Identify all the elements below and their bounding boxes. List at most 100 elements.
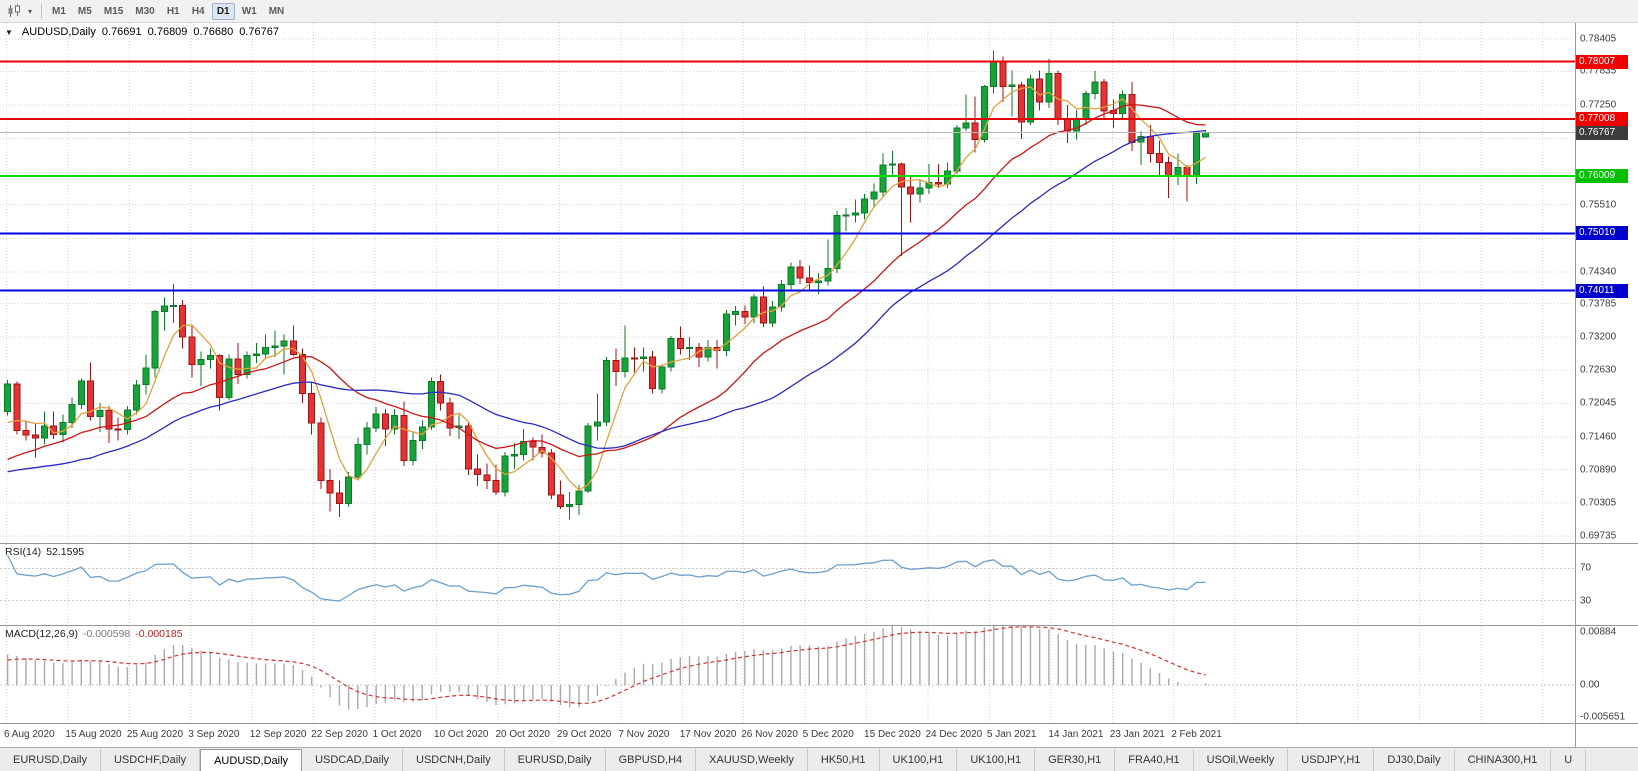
macd-indicator-label: MACD(12,26,9) -0.000598 -0.000185 [5,628,183,640]
chart-tab-6-gbpusd-h4[interactable]: GBPUSD,H4 [605,749,697,771]
price-axis-badge: 0.78007 [1576,54,1628,69]
chart-area: ▼ AUDUSD,Daily 0.76691 0.76809 0.76680 0… [0,23,1638,747]
price-axis-label: 0.70890 [1580,464,1617,476]
date-axis-label: 2 Feb 2021 [1171,729,1222,740]
timeframe-button-mn[interactable]: MN [268,5,285,17]
chart-tab-15-dj30-daily[interactable]: DJ30,Daily [1374,749,1455,771]
axis-divider [1575,23,1576,747]
toolbar-separator [41,3,42,19]
main-price-pane: ▼ AUDUSD,Daily 0.76691 0.76809 0.76680 0… [0,23,1638,543]
macd-chart-canvas [0,626,1576,723]
date-axis-label: 20 Oct 2020 [495,729,550,740]
date-axis-label: 23 Jan 2021 [1109,729,1165,740]
chart-tab-0-eurusd-daily[interactable]: EURUSD,Daily [0,749,101,771]
chart-tab-11-ger30-h1[interactable]: GER30,H1 [1035,749,1116,771]
price-axis-badge: 0.76009 [1576,169,1628,184]
timeframe-button-h4[interactable]: H4 [191,5,205,17]
chart-tab-5-eurusd-daily[interactable]: EURUSD,Daily [504,749,606,771]
rsi-name: RSI(14) [5,546,42,558]
chart-tab-10-uk100-h1[interactable]: UK100,H1 [957,749,1036,771]
macd-plot-area[interactable]: MACD(12,26,9) -0.000598 -0.000185 [0,626,1576,723]
date-axis-label: 25 Aug 2020 [126,729,184,740]
price-axis-badge: 0.74011 [1576,283,1628,298]
rsi-level-label: 30 [1580,595,1592,607]
rsi-plot-area[interactable]: RSI(14) 52.1595 [0,544,1576,625]
symbol-label: AUDUSD,Daily [21,26,96,38]
date-axis-label: 14 Jan 2021 [1048,729,1104,740]
date-axis-label: 17 Nov 2020 [679,729,737,740]
price-axis[interactable]: 0.78405 0.77835 0.77250 0.75510 0.74340 0.737… [1576,23,1638,543]
timeframe-button-d1[interactable]: D1 [211,2,235,20]
chart-tab-14-usdjpy-h1[interactable]: USDJPY,H1 [1288,749,1375,771]
chart-type-icon[interactable] [4,2,24,20]
date-axis-label: 15 Dec 2020 [864,729,921,740]
price-axis-label: 0.73785 [1580,298,1617,310]
date-axis-label: 10 Oct 2020 [434,729,489,740]
timeframe-button-m5[interactable]: M5 [77,5,92,17]
date-axis-label: 1 Oct 2020 [372,729,422,740]
timeframe-button-m15[interactable]: M15 [103,5,124,17]
date-axis-label: 5 Dec 2020 [802,729,854,740]
chart-tab-1-usdchf-daily[interactable]: USDCHF,Daily [100,749,201,771]
price-axis-label: 0.71460 [1580,431,1617,443]
collapse-caret-icon[interactable]: ▼ [5,27,13,37]
price-axis-badge: 0.75010 [1576,226,1628,241]
macd-main-value: -0.000598 [82,628,131,640]
chart-tab-9-uk100-h1[interactable]: UK100,H1 [879,749,958,771]
price-axis-label: 0.72045 [1580,397,1617,409]
timeframe-toolbar: ▾ M1 M5 M15 M30 H1 H4 D1 W1 MN [0,0,1638,23]
chart-tab-17-u[interactable]: U [1551,749,1587,771]
timeframe-button-w1[interactable]: W1 [241,5,257,17]
macd-axis-label: 0.00884 [1580,626,1617,638]
macd-axis-label: -0.005651 [1580,711,1626,723]
chart-type-caret-icon[interactable]: ▾ [27,6,32,16]
chart-tab-7-xauusd-weekly[interactable]: XAUUSD,Weekly [696,749,808,771]
open-value: 0.76691 [101,26,142,38]
date-axis-label: 29 Oct 2020 [556,729,612,740]
price-axis-label: 0.78405 [1580,33,1617,45]
price-axis-label: 0.69735 [1580,530,1617,542]
macd-name: MACD(12,26,9) [5,628,78,640]
date-axis-label: 3 Sep 2020 [188,729,240,740]
candlestick-icon-glyph [8,4,20,17]
time-axis[interactable]: 6 Aug 2020 15 Aug 2020 25 Aug 2020 3 Sep 20… [0,723,1638,747]
price-axis-label: 0.77835 [1580,65,1617,77]
price-axis-badge: 0.77008 [1576,111,1628,126]
chart-tab-2-audusd-daily[interactable]: AUDUSD,Daily [200,749,303,771]
date-axis-label: 22 Sep 2020 [311,729,368,740]
chart-tab-4-usdcnh-daily[interactable]: USDCNH,Daily [403,749,505,771]
macd-indicator-pane: MACD(12,26,9) -0.000598 -0.000185 0.00884 0… [0,625,1638,723]
date-axis-label: 15 Aug 2020 [65,729,122,740]
rsi-indicator-pane: RSI(14) 52.1595 70 30 [0,543,1638,625]
date-axis-label: 26 Nov 2020 [741,729,798,740]
timeframe-button-m30[interactable]: M30 [135,5,155,17]
date-axis-label: 12 Sep 2020 [249,729,307,740]
timeframe-buttons: M1 M5 M15 M30 H1 H4 D1 W1 MN [47,2,289,20]
chart-tab-8-hk50-h1[interactable]: HK50,H1 [807,749,880,771]
chart-tab-13-usoil-weekly[interactable]: USOil,Weekly [1193,749,1289,771]
chart-tab-12-fra40-h1[interactable]: FRA40,H1 [1115,749,1194,771]
price-axis-badge: 0.76767 [1576,125,1628,140]
price-axis-label: 0.72630 [1580,364,1617,376]
low-value: 0.76680 [193,26,234,38]
price-axis-label: 0.77250 [1580,99,1617,111]
chart-tab-3-usdcad-daily[interactable]: USDCAD,Daily [302,749,404,771]
macd-signal-value: -0.000185 [135,628,183,640]
close-value: 0.76767 [239,26,279,38]
chart-ohlc-header: ▼ AUDUSD,Daily 0.76691 0.76809 0.76680 0… [5,26,279,38]
rsi-axis[interactable]: 70 30 [1576,544,1638,625]
timeframe-button-h1[interactable]: H1 [166,5,180,17]
chart-tab-16-china300-h1[interactable]: CHINA300,H1 [1454,749,1552,771]
candlestick-chart-canvas [0,23,1576,543]
date-axis-label: 6 Aug 2020 [4,729,55,740]
timeframe-button-m1[interactable]: M1 [52,5,66,17]
macd-axis[interactable]: 0.00884 0.00 -0.005651 [1576,626,1638,723]
date-axis-label: 5 Jan 2021 [986,729,1037,740]
main-plot-area[interactable]: ▼ AUDUSD,Daily 0.76691 0.76809 0.76680 0… [0,23,1576,543]
date-axis-label: 7 Nov 2020 [618,729,670,740]
price-axis-label: 0.75510 [1580,199,1617,211]
rsi-level-label: 70 [1580,562,1592,574]
rsi-current-value: 52.1595 [46,546,85,558]
rsi-chart-canvas [0,544,1576,625]
